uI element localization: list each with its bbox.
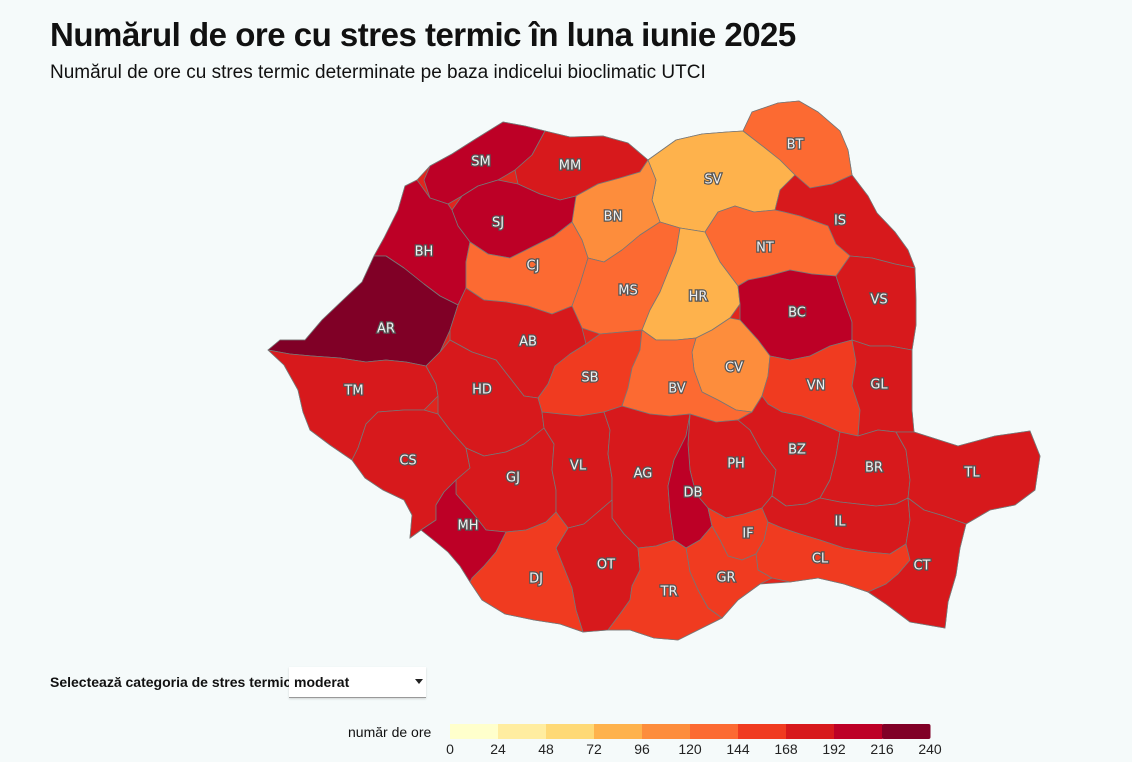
category-select[interactable]: moderat [289, 667, 426, 698]
county-label-bv: BV [668, 382, 686, 397]
county-label-sj: SJ [492, 216, 504, 231]
county-label-ar: AR [377, 322, 395, 337]
county-label-cj: CJ [527, 259, 540, 274]
county-label-ag: AG [634, 467, 653, 482]
county-label-tr: TR [660, 585, 678, 600]
county-label-bc: BC [788, 306, 806, 321]
county-vs[interactable] [835, 255, 917, 351]
county-dj[interactable] [469, 511, 584, 633]
county-label-gj: GJ [506, 471, 520, 486]
chevron-down-icon [415, 679, 423, 684]
county-label-cs: CS [399, 454, 416, 469]
county-label-sm: SM [471, 155, 490, 170]
county-label-bt: BT [787, 138, 804, 153]
county-label-sv: SV [704, 173, 721, 188]
county-label-bz: BZ [788, 443, 806, 458]
county-ct[interactable] [867, 497, 967, 629]
county-label-vs: VS [870, 293, 887, 308]
county-label-ph: PH [727, 457, 745, 472]
page-title: Numărul de ore cu stres termic în luna i… [50, 16, 796, 53]
county-label-bn: BN [604, 210, 623, 225]
county-label-dj: DJ [529, 572, 543, 587]
county-label-mm: MM [559, 159, 581, 174]
county-label-mh: MH [458, 519, 479, 534]
county-label-gl: GL [870, 378, 888, 393]
county-label-sb: SB [581, 371, 598, 386]
county-label-vn: VN [807, 379, 826, 394]
legend-title: număr de ore [348, 724, 432, 740]
category-selector-label: Selectează categoria de stres termic: [50, 674, 296, 690]
county-label-if: IF [742, 527, 753, 542]
county-label-cl: CL [812, 552, 829, 567]
page-subtitle: Numărul de ore cu stres termic determina… [50, 62, 706, 83]
county-label-tm: TM [343, 384, 363, 399]
county-label-br: BR [865, 461, 883, 476]
county-label-bh: BH [415, 245, 434, 260]
county-label-tl: TL [963, 466, 980, 481]
county-label-nt: NT [756, 241, 774, 256]
county-tr[interactable] [607, 539, 723, 641]
county-label-ms: MS [618, 284, 637, 299]
county-label-ot: OT [597, 558, 615, 573]
county-label-gr: GR [716, 571, 735, 586]
county-label-cv: CV [725, 361, 743, 376]
county-label-hd: HD [472, 383, 492, 398]
category-select-value: moderat [294, 674, 350, 690]
county-label-vl: VL [570, 459, 587, 474]
county-tl[interactable] [895, 430, 1041, 525]
county-label-db: DB [684, 486, 703, 501]
county-label-hr: HR [689, 290, 708, 305]
county-label-ab: AB [519, 335, 537, 350]
county-label-il: IL [834, 515, 846, 530]
county-label-is: IS [834, 214, 846, 229]
county-label-ct: CT [913, 559, 930, 574]
